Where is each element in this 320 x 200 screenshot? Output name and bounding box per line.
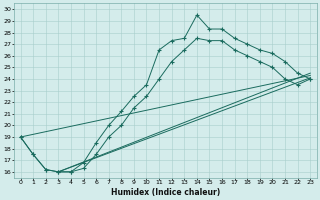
X-axis label: Humidex (Indice chaleur): Humidex (Indice chaleur) (111, 188, 220, 197)
